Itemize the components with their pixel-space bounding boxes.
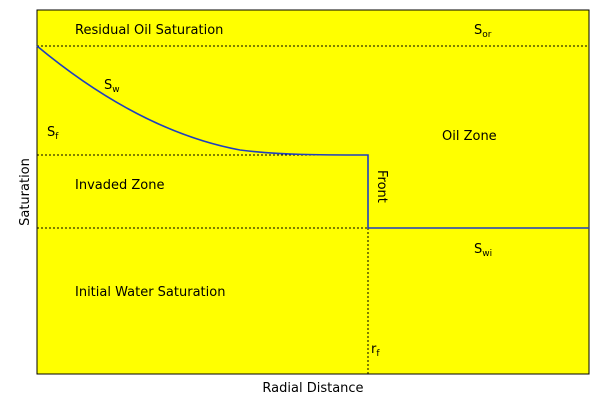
r-f-label: rf [371, 342, 380, 359]
s-w-label: Sw [104, 78, 120, 95]
s-f-label: Sf [47, 125, 59, 142]
x-axis-label: Radial Distance [262, 381, 363, 396]
initial-water-saturation-label: Initial Water Saturation [75, 285, 225, 300]
residual-oil-saturation-label: Residual Oil Saturation [75, 23, 223, 38]
oil-zone-label: Oil Zone [442, 129, 497, 144]
plot-area [36, 9, 590, 375]
s-or-label: Sor [474, 23, 492, 40]
y-axis-label: Saturation [18, 158, 33, 226]
invaded-zone-label: Invaded Zone [75, 178, 164, 193]
water-saturation-profile [36, 45, 589, 229]
s-wi-label: Swi [474, 242, 492, 259]
front-label: Front [374, 170, 389, 203]
